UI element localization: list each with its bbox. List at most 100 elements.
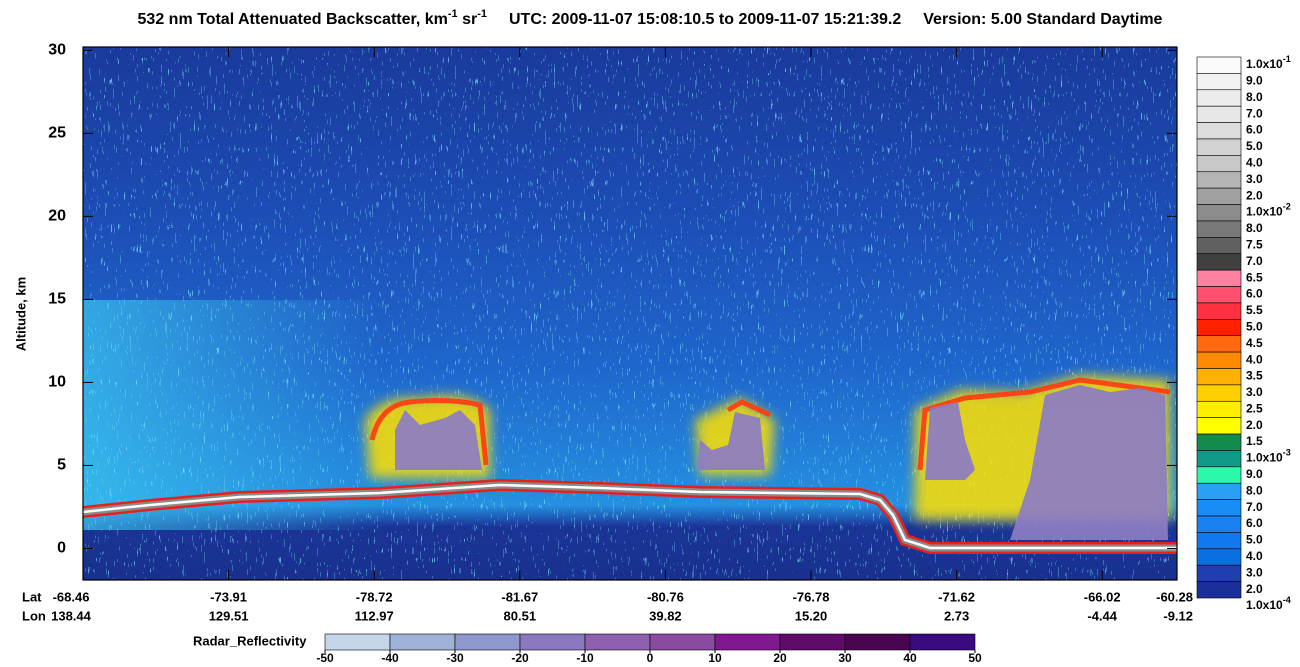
colorbar-swatch — [1196, 433, 1242, 451]
radar-swatch — [519, 633, 586, 651]
colorbar-swatch — [1196, 466, 1242, 484]
radar-tick-label: -50 — [316, 651, 334, 665]
colorbar-swatch — [1196, 384, 1242, 402]
colorbar-swatch — [1196, 269, 1242, 287]
colorbar-swatch — [1196, 89, 1242, 107]
colorbar-label: 2.0 — [1246, 188, 1263, 202]
x-tick-label: -78.72 — [356, 589, 393, 604]
colorbar-label: 7.0 — [1246, 254, 1263, 268]
radar-tick-label: 50 — [968, 651, 982, 665]
x-tick-label: 39.82 — [649, 608, 682, 623]
colorbar-label: 1.0x10-2 — [1246, 202, 1291, 219]
x-tick-label: 138.44 — [51, 608, 92, 623]
colorbar-label: 5.0 — [1246, 533, 1263, 547]
colorbar-swatch — [1196, 302, 1242, 320]
colorbar-label-base: 1.0x10 — [1246, 598, 1283, 612]
title-sup: -1 — [477, 8, 487, 20]
colorbar-label: 4.0 — [1246, 156, 1263, 170]
y-tick-label: 15 — [48, 291, 66, 308]
colorbar-label: 7.0 — [1246, 500, 1263, 514]
x-tick-label: 80.51 — [504, 608, 537, 623]
colorbar-label: 3.0 — [1246, 565, 1263, 579]
colorbar-swatch — [1196, 319, 1242, 336]
radar-swatch — [649, 633, 716, 651]
colorbar-label: 2.5 — [1246, 401, 1263, 415]
colorbar-swatch — [1196, 122, 1242, 140]
colorbar-label: 7.5 — [1246, 238, 1263, 252]
colorbar-swatch — [1196, 482, 1242, 500]
x-row-name: Lon — [22, 608, 46, 623]
radar-swatch — [389, 633, 456, 651]
colorbar-label-exp: -4 — [1283, 595, 1291, 605]
colorbar-label: 5.0 — [1246, 319, 1263, 333]
title-sup: -1 — [448, 8, 458, 20]
colorbar-label-exp: -2 — [1283, 202, 1291, 212]
y-tick-label: 10 — [48, 374, 66, 391]
colorbar-swatch — [1196, 155, 1242, 173]
radar-tick-label: 20 — [773, 651, 787, 665]
radar-swatch — [454, 633, 521, 651]
radar-tick-label: 40 — [903, 651, 917, 665]
colorbar-label: 5.5 — [1246, 303, 1263, 317]
colorbar-swatch — [1196, 450, 1242, 468]
x-tick-label: 112.97 — [355, 608, 394, 623]
colorbar-swatch — [1196, 564, 1242, 582]
x-tick-label: -81.67 — [501, 589, 538, 604]
colorbar-swatch — [1196, 417, 1242, 435]
title-unit: sr — [458, 11, 478, 28]
colorbar-label: 6.0 — [1246, 516, 1263, 530]
colorbar-label: 1.0x10-1 — [1246, 54, 1291, 71]
x-tick-label: -80.76 — [647, 589, 684, 604]
radar-swatch — [909, 633, 976, 651]
colorbar-swatch — [1196, 368, 1242, 386]
colorbar-label: 2.0 — [1246, 582, 1263, 596]
x-tick-label: 2.73 — [944, 608, 969, 623]
colorbar-swatch — [1196, 237, 1242, 255]
colorbar-label: 8.0 — [1246, 90, 1263, 104]
colorbar-swatch — [1196, 351, 1242, 369]
x-tick-label: -73.91 — [210, 589, 247, 604]
colorbar-swatch — [1196, 56, 1242, 74]
radar-tick-label: -40 — [381, 651, 399, 665]
colorbar-swatch — [1196, 220, 1242, 238]
y-tick-label: 25 — [48, 125, 66, 142]
title-main: 532 nm Total Attenuated Backscatter, km — [138, 11, 448, 28]
colorbar-label: 4.5 — [1246, 336, 1263, 350]
radar-swatch — [844, 633, 911, 651]
radar-swatch — [779, 633, 846, 651]
colorbar-swatch — [1196, 253, 1242, 271]
y-tick-label: 20 — [48, 208, 66, 225]
colorbar-label: 6.0 — [1246, 287, 1263, 301]
colorbar-label-base: 1.0x10 — [1246, 205, 1283, 219]
colorbar-label-base: 1.0x10 — [1246, 451, 1283, 465]
colorbar-swatch — [1196, 138, 1242, 156]
colorbar-label: 1.5 — [1246, 434, 1263, 448]
colorbar-label: 9.0 — [1246, 74, 1263, 88]
radar-swatch — [584, 633, 651, 651]
colorbar-swatch — [1196, 335, 1242, 353]
radar-swatch — [324, 633, 391, 651]
colorbar-label-base: 1.0x10 — [1246, 57, 1283, 71]
chart-title: 532 nm Total Attenuated Backscatter, km-… — [138, 8, 1163, 28]
colorbar-label: 8.0 — [1246, 221, 1263, 235]
colorbar-swatch — [1196, 187, 1242, 205]
x-tick-label: -76.78 — [793, 589, 830, 604]
x-tick-label: 129.51 — [209, 608, 249, 623]
radar-tick-label: 0 — [647, 651, 654, 665]
radar-colorbar-title: Radar_Reflectivity — [193, 633, 307, 648]
backscatter-image — [83, 47, 1177, 580]
colorbar-label: 3.0 — [1246, 172, 1263, 186]
radar-tick-label: 10 — [708, 651, 722, 665]
title-version: Version: 5.00 Standard Daytime — [923, 11, 1162, 28]
colorbar-swatch — [1196, 515, 1242, 533]
colorbar-label: 4.0 — [1246, 352, 1263, 366]
colorbar-label: 5.0 — [1246, 139, 1263, 153]
colorbar-label: 7.0 — [1246, 106, 1263, 120]
colorbar-swatch — [1196, 581, 1242, 599]
x-row-name: Lat — [22, 589, 42, 604]
colorbar-label: 3.0 — [1246, 385, 1263, 399]
colorbar-swatch — [1196, 400, 1242, 418]
colorbar-label: 9.0 — [1246, 467, 1263, 481]
colorbar-label: 6.5 — [1246, 270, 1263, 284]
title-utc: UTC: 2009-11-07 15:08:10.5 to 2009-11-07… — [509, 11, 901, 28]
